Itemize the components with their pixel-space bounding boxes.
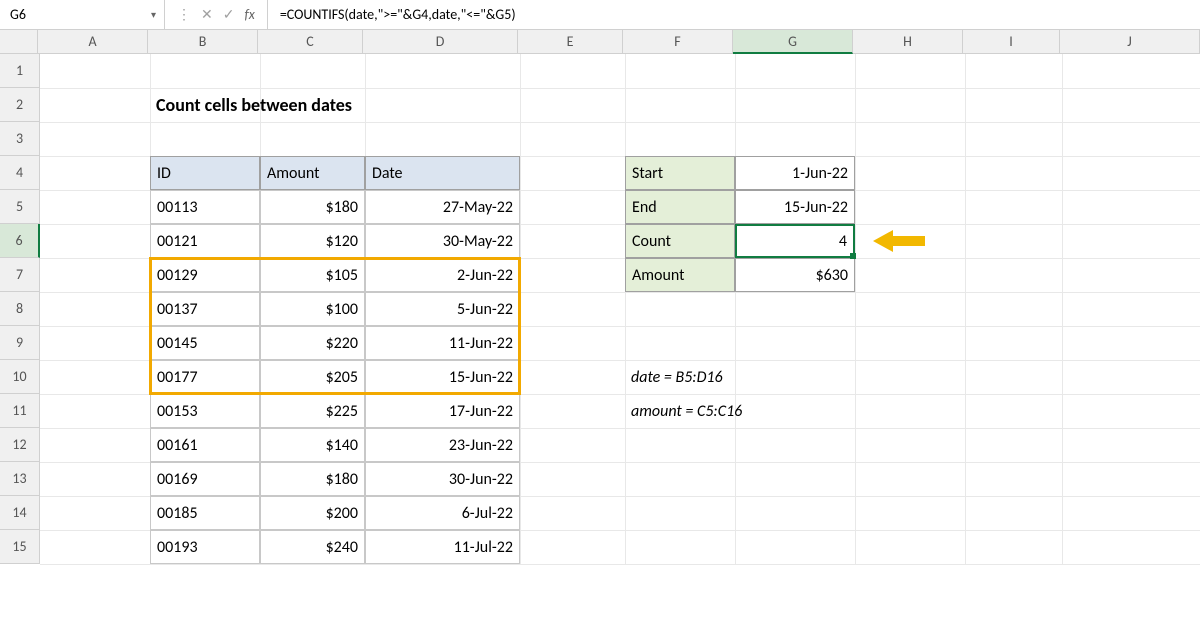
table-cell[interactable]: 23-Jun-22	[365, 428, 520, 462]
column-header[interactable]: J	[1060, 30, 1200, 54]
table-cell[interactable]: $105	[260, 258, 365, 292]
formula-controls: ⋮ ✕ ✓ fx	[165, 0, 268, 29]
table-cell[interactable]: 00161	[150, 428, 260, 462]
table-cell[interactable]: $100	[260, 292, 365, 326]
column-header[interactable]: H	[853, 30, 963, 54]
confirm-icon[interactable]: ✓	[223, 6, 235, 23]
table-cell[interactable]: 11-Jun-22	[365, 326, 520, 360]
page-title: Count cells between dates	[150, 88, 520, 122]
column-header[interactable]: A	[38, 30, 148, 54]
table-cell[interactable]: 00145	[150, 326, 260, 360]
table-cell[interactable]: $140	[260, 428, 365, 462]
table-cell[interactable]: 00185	[150, 496, 260, 530]
arrow-left-icon	[873, 228, 925, 254]
row-header[interactable]: 3	[0, 122, 40, 156]
select-all-corner[interactable]	[0, 30, 38, 54]
column-header[interactable]: G	[733, 30, 853, 54]
table-cell[interactable]: 2-Jun-22	[365, 258, 520, 292]
side-value[interactable]: 15-Jun-22	[735, 190, 855, 224]
header-row-wrap: ABCDEFGHIJ	[0, 30, 1200, 54]
note-text: date = B5:D16	[625, 360, 965, 394]
table-cell[interactable]: 5-Jun-22	[365, 292, 520, 326]
table-cell[interactable]: $180	[260, 462, 365, 496]
table-cell[interactable]: 00177	[150, 360, 260, 394]
column-headers: ABCDEFGHIJ	[38, 30, 1200, 54]
table-cell[interactable]: $225	[260, 394, 365, 428]
table-header: ID	[150, 156, 260, 190]
table-cell[interactable]: $120	[260, 224, 365, 258]
row-header[interactable]: 11	[0, 394, 40, 428]
table-cell[interactable]: 00137	[150, 292, 260, 326]
row-header[interactable]: 5	[0, 190, 40, 224]
side-label: Start	[625, 156, 735, 190]
chevron-down-icon[interactable]: ▾	[151, 8, 156, 21]
row-header[interactable]: 9	[0, 326, 40, 360]
table-cell[interactable]: 30-Jun-22	[365, 462, 520, 496]
row-header[interactable]: 2	[0, 88, 40, 122]
table-cell[interactable]: $220	[260, 326, 365, 360]
side-label: Amount	[625, 258, 735, 292]
active-cell[interactable]: 4	[735, 224, 855, 258]
table-cell[interactable]: 17-Jun-22	[365, 394, 520, 428]
row-header[interactable]: 1	[0, 54, 40, 88]
table-cell[interactable]: 6-Jul-22	[365, 496, 520, 530]
table-cell[interactable]: 11-Jul-22	[365, 530, 520, 564]
row-headers: 123456789101112131415	[0, 54, 40, 564]
table-cell[interactable]: 00153	[150, 394, 260, 428]
grid-body: 123456789101112131415 Count cells betwee…	[0, 54, 1200, 564]
table-cell[interactable]: 00121	[150, 224, 260, 258]
table-cell[interactable]: 27-May-22	[365, 190, 520, 224]
table-cell[interactable]: $205	[260, 360, 365, 394]
name-box[interactable]: G6 ▾	[0, 0, 165, 29]
side-value[interactable]: $630	[735, 258, 855, 292]
formula-bar: G6 ▾ ⋮ ✕ ✓ fx =COUNTIFS(date,">="&G4,dat…	[0, 0, 1200, 30]
table-cell[interactable]: 00169	[150, 462, 260, 496]
side-label: End	[625, 190, 735, 224]
row-header[interactable]: 7	[0, 258, 40, 292]
table-cell[interactable]: $240	[260, 530, 365, 564]
row-header[interactable]: 13	[0, 462, 40, 496]
side-label: Count	[625, 224, 735, 258]
side-value[interactable]: 1-Jun-22	[735, 156, 855, 190]
column-header[interactable]: C	[258, 30, 363, 54]
column-header[interactable]: E	[518, 30, 623, 54]
row-header[interactable]: 12	[0, 428, 40, 462]
row-header[interactable]: 4	[0, 156, 40, 190]
column-header[interactable]: B	[148, 30, 258, 54]
divider-icon: ⋮	[177, 6, 191, 23]
sheet-area[interactable]: Count cells between datesIDAmountDate001…	[40, 54, 1200, 564]
row-header[interactable]: 10	[0, 360, 40, 394]
table-header: Date	[365, 156, 520, 190]
formula-input[interactable]: =COUNTIFS(date,">="&G4,date,"<="&G5)	[268, 6, 1200, 23]
table-cell[interactable]: $180	[260, 190, 365, 224]
row-header[interactable]: 6	[0, 224, 40, 258]
cancel-icon[interactable]: ✕	[201, 6, 213, 23]
table-cell[interactable]: 00113	[150, 190, 260, 224]
row-header[interactable]: 8	[0, 292, 40, 326]
column-header[interactable]: D	[363, 30, 518, 54]
table-header: Amount	[260, 156, 365, 190]
column-header[interactable]: F	[623, 30, 733, 54]
row-header[interactable]: 14	[0, 496, 40, 530]
row-header[interactable]: 15	[0, 530, 40, 564]
table-cell[interactable]: 00129	[150, 258, 260, 292]
note-text: amount = C5:C16	[625, 394, 965, 428]
table-cell[interactable]: $200	[260, 496, 365, 530]
table-cell[interactable]: 00193	[150, 530, 260, 564]
fx-icon[interactable]: fx	[244, 6, 254, 23]
column-header[interactable]: I	[963, 30, 1060, 54]
name-box-value: G6	[10, 6, 26, 23]
table-cell[interactable]: 15-Jun-22	[365, 360, 520, 394]
table-cell[interactable]: 30-May-22	[365, 224, 520, 258]
